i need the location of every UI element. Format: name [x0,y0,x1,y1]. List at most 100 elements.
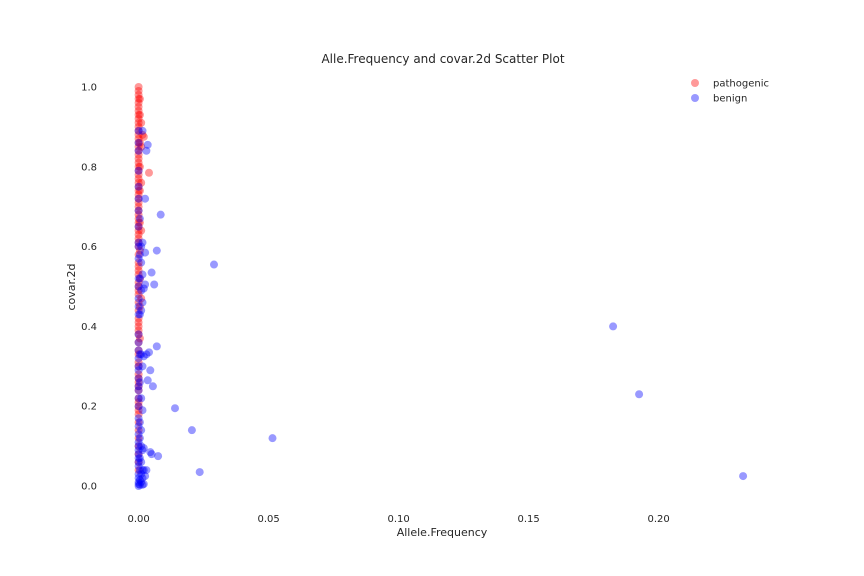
benign-point [739,472,748,481]
benign-point [142,466,151,475]
pathogenic-point [135,302,144,311]
benign-point [141,248,150,257]
y-tick-label: 1.0 [81,82,97,93]
pathogenic-point [134,318,143,327]
benign-point [135,418,144,427]
pathogenic-point [134,230,143,239]
pathogenic-point [135,110,144,119]
pathogenic-point [134,182,143,191]
benign-point [134,254,143,263]
benign-point [147,268,156,277]
benign-point [134,442,143,451]
benign-point [134,166,143,175]
benign-point [135,274,144,283]
pathogenic-point [139,132,148,141]
benign-point [134,238,143,247]
pathogenic-point [134,362,143,371]
benign-point [146,448,155,457]
pathogenic-point [134,394,143,403]
benign-point [134,474,143,483]
benign-point [142,146,151,155]
benign-point [134,194,143,203]
pathogenic-point [138,130,147,139]
pathogenic-point [134,142,143,151]
pathogenic-point [134,450,143,459]
pathogenic-point [135,138,144,147]
pathogenic-point [135,162,144,171]
pathogenic-point [134,234,143,243]
y-tick-label: 0.2 [81,402,97,413]
pathogenic-point [134,298,143,307]
pathogenic-point [135,334,144,343]
y-tick-label: 0.6 [81,242,97,253]
pathogenic-point [134,326,143,335]
series-pathogenic [134,82,153,475]
pathogenic-point [134,154,143,163]
pathogenic-point [134,178,143,187]
pathogenic-point [134,138,143,147]
pathogenic-point [134,190,143,199]
pathogenic-point [134,226,143,235]
benign-point [138,298,147,307]
y-tick-label: 0.8 [81,162,97,173]
pathogenic-point [134,166,143,175]
benign-point [156,210,165,219]
y-axis-ticks: 0.0 0.2 0.4 0.6 0.8 1.0 [81,82,97,492]
pathogenic-point [135,94,144,103]
benign-point [171,404,179,413]
benign-point [134,346,143,355]
benign-point [139,352,148,361]
pathogenic-point [134,94,143,103]
pathogenic-point [134,158,143,167]
pathogenic-point [134,106,143,115]
benign-point [134,480,143,489]
benign-point [134,182,143,191]
benign-point [135,480,144,489]
y-tick-label: 0.0 [81,482,97,493]
benign-point [138,466,147,475]
x-tick-label: 0.10 [387,514,409,525]
pathogenic-point [134,162,143,171]
data-points [134,82,748,491]
benign-point [134,282,143,291]
benign-point [134,482,143,491]
benign-point [139,466,148,475]
pathogenic-point [134,198,143,207]
pathogenic-point [134,374,143,383]
legend-label-benign: benign [713,94,747,105]
pathogenic-point [134,102,143,111]
benign-point [138,126,147,135]
benign-point [137,286,146,295]
benign-point [134,362,143,371]
pathogenic-point [134,126,143,135]
benign-point [138,406,147,415]
benign-point [135,350,144,359]
benign-point [135,250,144,259]
pathogenic-point [134,410,143,419]
legend-label-pathogenic: pathogenic [713,79,769,90]
pathogenic-point [134,150,143,159]
pathogenic-point [134,358,143,367]
benign-point [137,394,146,403]
benign-point [137,258,146,267]
y-tick-label: 0.4 [81,322,97,333]
x-tick-label: 0.15 [517,514,539,525]
pathogenic-point [137,294,146,303]
pathogenic-point [145,168,153,177]
pathogenic-point [134,90,143,99]
benign-point [137,426,146,435]
pathogenic-point [134,418,143,427]
pathogenic-point [134,186,143,195]
benign-point [134,274,143,283]
benign-point [135,434,144,443]
benign-point [134,454,143,463]
pathogenic-point [137,226,146,235]
benign-point [135,454,144,463]
benign-point [134,470,143,479]
pathogenic-point [134,118,143,127]
benign-point [210,260,218,269]
pathogenic-point [134,174,143,183]
series-benign [134,126,748,491]
